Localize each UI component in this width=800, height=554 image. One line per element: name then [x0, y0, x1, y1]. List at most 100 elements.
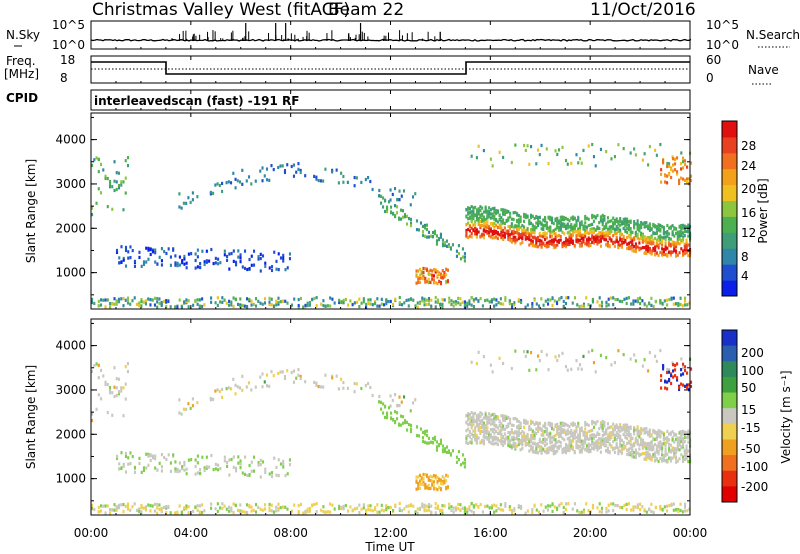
power-cell [493, 225, 496, 229]
power-cell [594, 164, 597, 168]
velocity-cell [495, 429, 498, 433]
velocity-cell [677, 509, 680, 514]
power-cell [533, 229, 536, 234]
velocity-cell [275, 509, 278, 513]
velocity-cell [496, 438, 499, 442]
power-cells [91, 142, 693, 309]
velocity-cell [322, 505, 325, 509]
power-cell [596, 213, 599, 218]
power-cell [434, 300, 437, 304]
velocity-cell [502, 435, 505, 439]
velocity-cell [467, 433, 470, 438]
velocity-cell [493, 442, 496, 446]
velocity-cell [608, 437, 611, 442]
power-cell [683, 234, 686, 238]
power-cell [575, 219, 578, 223]
velocity-cell [489, 363, 492, 367]
power-cell [498, 225, 501, 229]
power-cell [481, 234, 484, 238]
velocity-cell [634, 455, 637, 460]
power-cell [538, 234, 541, 238]
power-cell [261, 254, 265, 258]
velocity-cell [632, 505, 635, 509]
velocity-cell [514, 444, 517, 448]
velocity-cell [601, 437, 604, 441]
velocity-cell [169, 461, 172, 465]
power-cell [399, 208, 403, 212]
velocity-cell [650, 446, 653, 450]
velocity-cell [664, 451, 667, 456]
power-cell [423, 303, 426, 307]
velocity-cell [434, 474, 437, 478]
power-cell [443, 243, 447, 248]
power-cell [386, 205, 389, 209]
velocity-cell [605, 510, 608, 514]
power-cell [235, 260, 238, 264]
power-cell [636, 222, 639, 226]
velocity-cell [493, 427, 496, 431]
velocity-cell [690, 380, 693, 384]
power-cell [467, 211, 470, 215]
velocity-cell [481, 425, 484, 429]
velocity-cell [514, 416, 517, 421]
velocity-cell [554, 355, 557, 359]
velocity-cell [570, 444, 573, 448]
power-cell [626, 223, 629, 227]
velocity-cell [660, 378, 663, 382]
velocity-cell [491, 429, 494, 433]
power-cell [495, 303, 498, 307]
velocity-cell [299, 374, 302, 379]
velocity-cell [495, 441, 498, 445]
velocity-cell [530, 421, 533, 426]
power-cell [194, 299, 197, 304]
power-cell [163, 249, 166, 254]
power-cell [687, 227, 690, 231]
velocity-cell [93, 364, 96, 368]
power-cell [191, 191, 194, 195]
power-cell [498, 233, 501, 237]
velocity-cell [686, 386, 689, 390]
power-cell [592, 214, 596, 218]
power-cell [680, 247, 683, 251]
power-cell [324, 167, 327, 171]
power-cell [561, 222, 564, 226]
velocity-cell [563, 423, 566, 428]
power-cell [509, 226, 512, 230]
velocity-cell [668, 503, 671, 508]
power-cell [505, 218, 508, 223]
power-cell [563, 224, 566, 229]
power-cell [517, 213, 520, 218]
power-cell [682, 166, 685, 170]
velocity-cell [452, 510, 455, 514]
power-cell [612, 223, 615, 227]
power-cell [457, 301, 460, 305]
power-cell [502, 221, 505, 225]
power-cell [248, 266, 251, 271]
power-cell [620, 237, 623, 242]
velocity-cell [512, 441, 515, 445]
power-cell [519, 235, 522, 239]
velocity-cell [104, 504, 107, 508]
power-cell [641, 245, 644, 250]
velocity-cell [562, 505, 565, 510]
time-tick-label: 20:00 [573, 526, 608, 540]
power-cell [124, 245, 128, 250]
power-cell [521, 240, 524, 245]
power-cell [537, 245, 540, 249]
power-cell [482, 210, 485, 214]
power-cell [120, 183, 123, 187]
velocity-cell [263, 507, 267, 511]
velocity-cell [687, 440, 690, 444]
velocity-cell [299, 376, 302, 381]
power-cell [484, 220, 487, 224]
velocity-cell [315, 381, 318, 385]
power-cell [183, 257, 186, 261]
velocity-cell [429, 440, 433, 444]
power-cell [265, 167, 269, 171]
velocity-cell [378, 510, 381, 514]
power-cell [617, 240, 620, 244]
velocity-cell [252, 469, 256, 473]
velocity-cell [573, 430, 576, 434]
power-cell [554, 218, 557, 222]
velocity-cell [470, 419, 473, 423]
